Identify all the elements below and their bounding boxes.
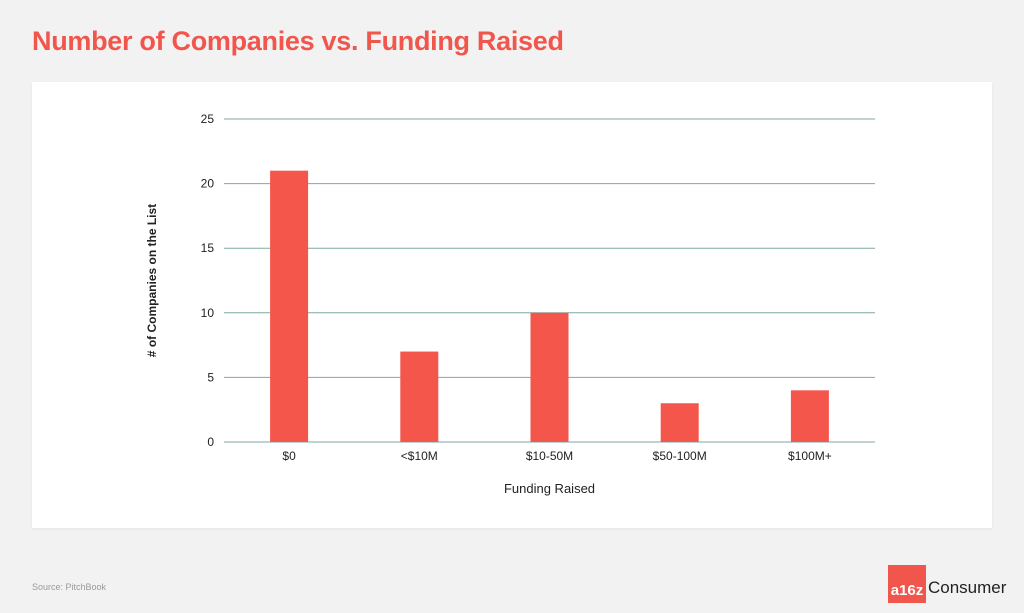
y-tick-label: 0 xyxy=(207,435,214,449)
y-tick-labels: 0 5 10 15 20 25 xyxy=(201,112,215,449)
x-tick-label: <$10M xyxy=(401,449,438,463)
a16z-consumer-logo: a16z Consumer xyxy=(888,565,1006,603)
page-title: Number of Companies vs. Funding Raised xyxy=(32,26,564,56)
y-tick-label: 10 xyxy=(201,306,215,320)
bar xyxy=(530,312,569,442)
logo-text: Consumer xyxy=(928,578,1007,597)
x-tick-label: $100M+ xyxy=(788,449,832,463)
x-tick-labels: $0 <$10M $10-50M $50-100M $100M+ xyxy=(282,449,831,463)
y-tick-label: 15 xyxy=(201,241,215,255)
logo-badge: a16z xyxy=(888,565,926,603)
y-tick-label: 20 xyxy=(201,177,215,191)
bars xyxy=(270,170,829,442)
bar xyxy=(400,351,439,442)
grid-lines xyxy=(224,118,875,443)
x-tick-label: $0 xyxy=(282,449,296,463)
chart-card: 0 5 10 15 20 25 $0 <$10M $10-50M $50-100M $100M+ … xyxy=(32,82,992,528)
x-tick-label: $50-100M xyxy=(653,449,707,463)
x-axis-label: Funding Raised xyxy=(504,481,595,496)
x-tick-label: $10-50M xyxy=(526,449,573,463)
y-tick-label: 5 xyxy=(207,370,214,384)
source-note: Source: PitchBook xyxy=(32,582,107,592)
y-axis-label: # of Companies on the List xyxy=(145,204,159,357)
bar xyxy=(660,403,699,442)
bar xyxy=(270,170,309,442)
bar xyxy=(790,390,829,442)
y-tick-label: 25 xyxy=(201,112,215,126)
